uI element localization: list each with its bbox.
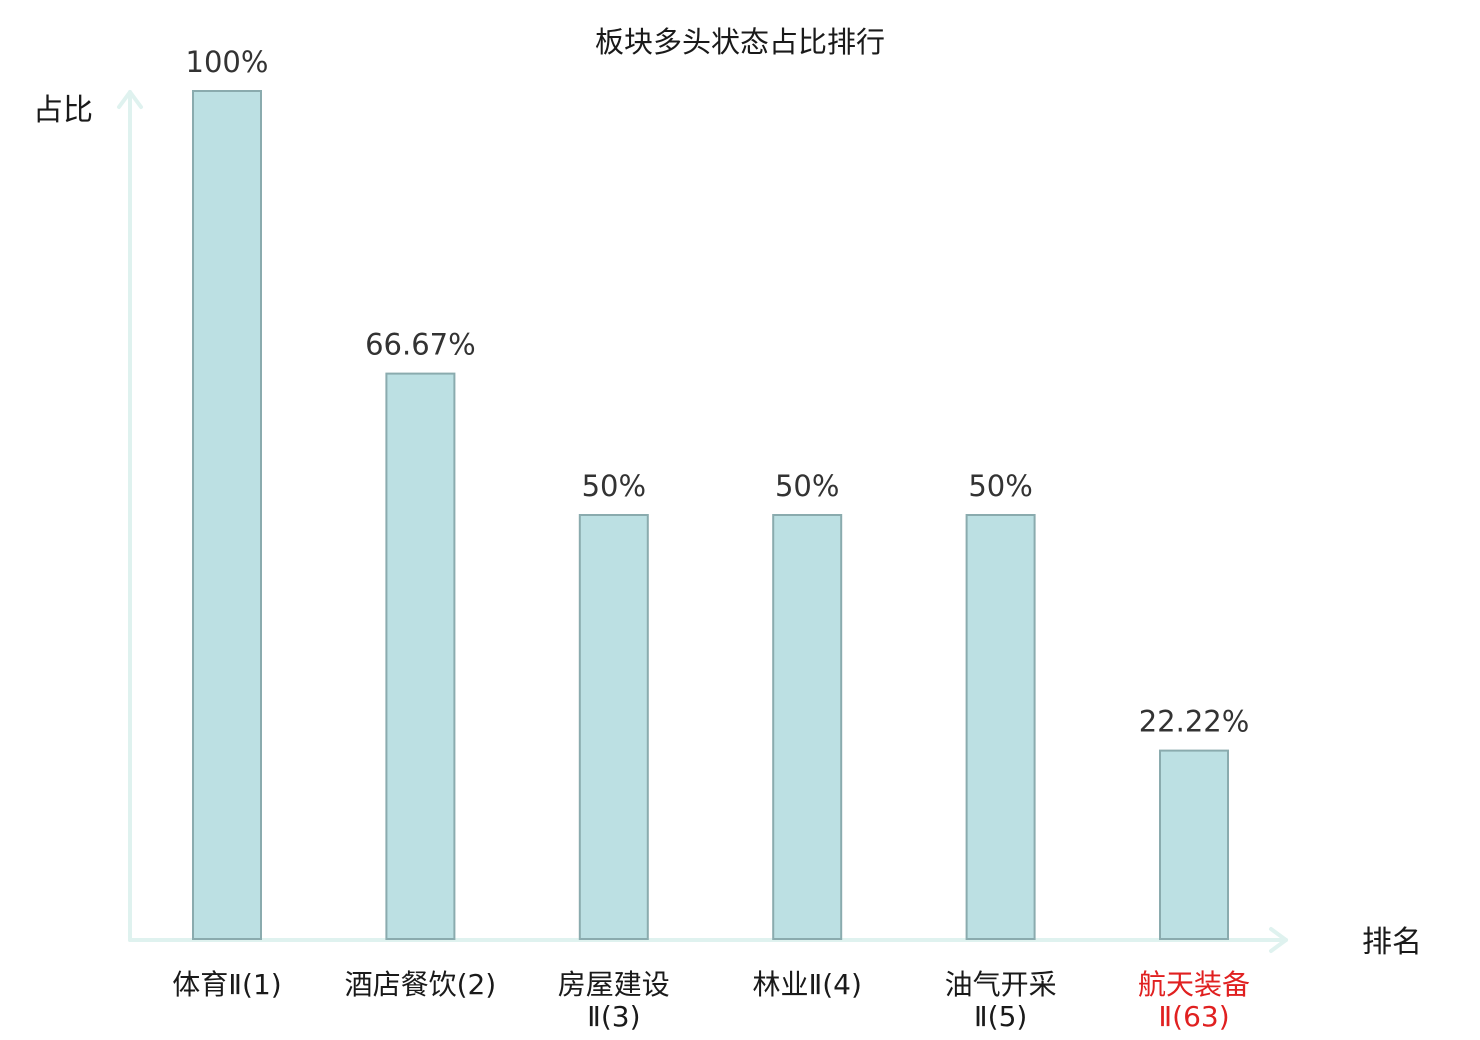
bar-4 (772, 514, 843, 940)
value-label-2: 66.67% (365, 328, 476, 362)
category-label-3-line-2: Ⅱ(3) (587, 1000, 640, 1033)
bar-1 (192, 90, 262, 940)
value-label-5: 50% (968, 469, 1032, 503)
y-axis-label: 占比 (33, 93, 93, 128)
category-label-5-line-1: 油气开采 (945, 968, 1057, 1001)
category-label-6-line-1: 航天装备 (1138, 968, 1250, 1001)
axes (117, 90, 1288, 953)
category-label-6-line-2: Ⅱ(63) (1158, 1000, 1229, 1033)
bar-6 (1159, 749, 1229, 940)
category-label-1: 体育Ⅱ(1) (172, 968, 281, 1001)
value-label-6: 22.22% (1139, 705, 1250, 739)
value-label-3: 50% (582, 469, 646, 503)
y-axis-arrow (117, 90, 143, 109)
bars-group (192, 90, 1229, 941)
bar-3 (578, 514, 649, 940)
chart-title: 板块多头状态占比排行 (595, 25, 885, 59)
category-label-5-line-2: Ⅱ(5) (974, 1000, 1027, 1033)
category-label-3-line-1: 房屋建设 (558, 968, 670, 1001)
value-label-4: 50% (775, 469, 839, 503)
category-label-4: 林业Ⅱ(4) (752, 968, 861, 1001)
x-axis-label: 排名 (1362, 925, 1422, 960)
category-label-2: 酒店餐饮(2) (345, 968, 497, 1001)
value-labels-group: 100% 66.67% 50% 50% 50% 22.22% (186, 45, 1250, 739)
x-axis-arrow (1269, 927, 1288, 953)
bar-2 (385, 372, 456, 941)
bar-5 (965, 514, 1036, 940)
value-label-1: 100% (186, 45, 269, 79)
